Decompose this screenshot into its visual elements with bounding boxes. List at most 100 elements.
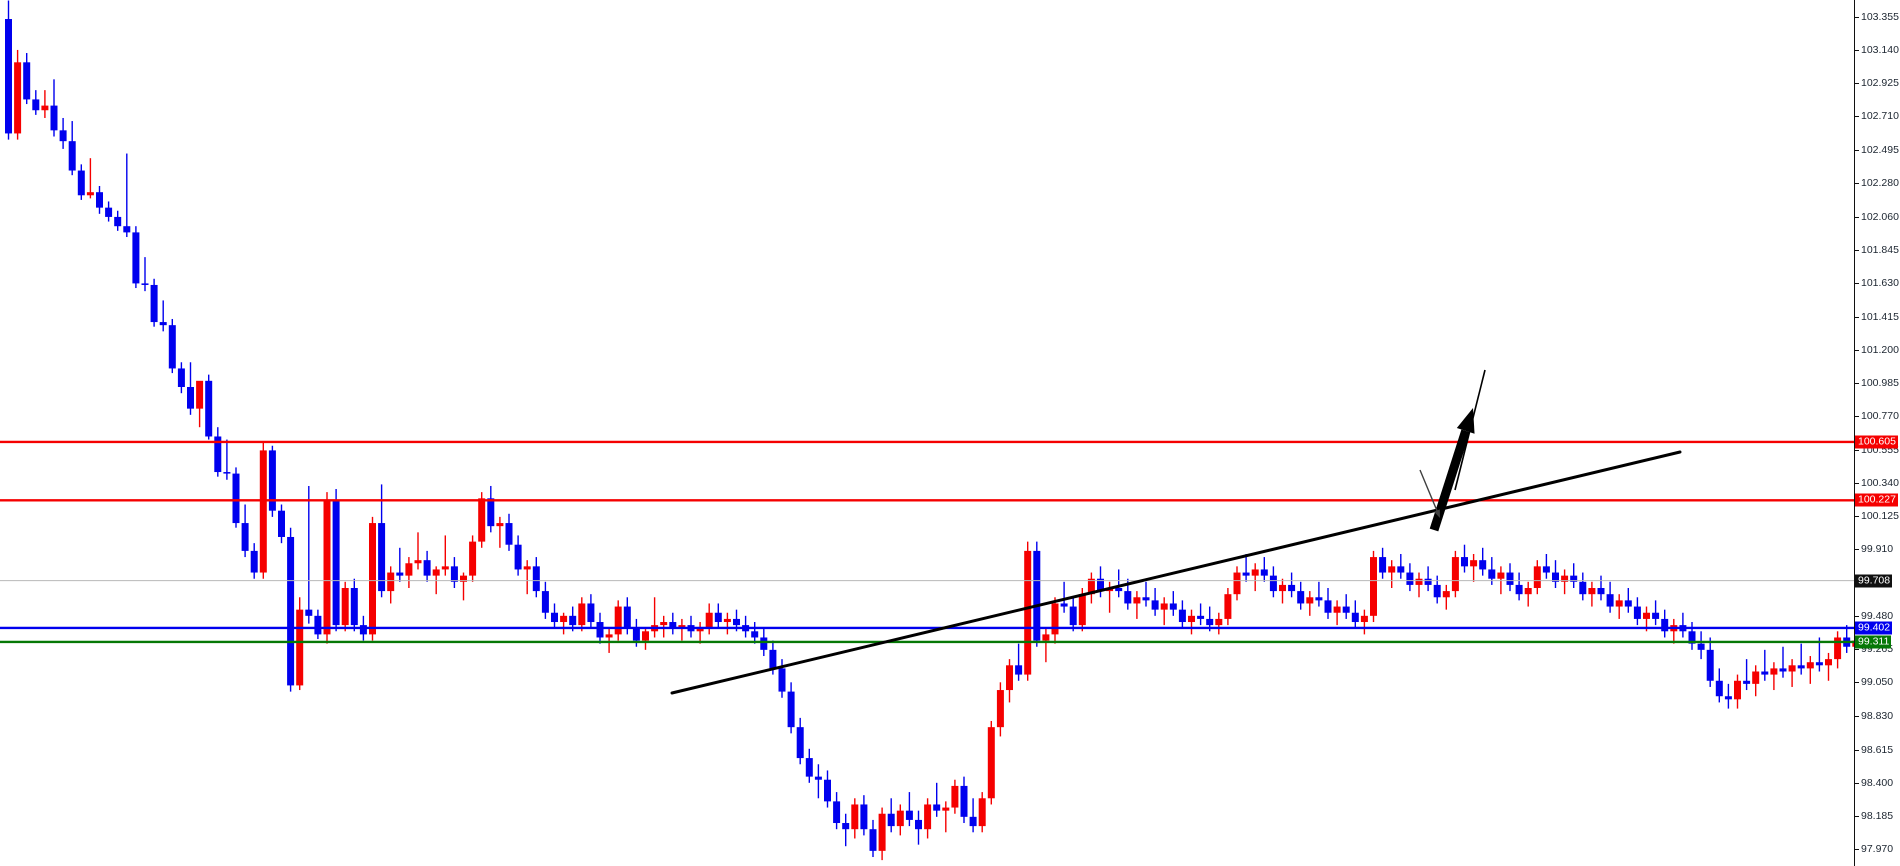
candle-body [1269,575,1277,592]
candle-body [460,575,467,582]
price-badge-bid-line[interactable]: 99.402 [1855,621,1893,635]
candle-body [1351,612,1359,623]
tick-mark [1855,816,1859,818]
candle-body [1779,668,1787,672]
candle-body [259,450,267,573]
candle-body [1734,680,1741,700]
candle-body [596,622,604,638]
axis-tick-label: 99.050 [1861,676,1894,689]
candle-body [1288,584,1296,592]
candle-body [196,380,204,409]
axis-tick-label: 102.925 [1861,77,1899,90]
axis-tick-label: 102.060 [1861,210,1899,223]
candle-body [951,785,959,808]
candle-body [1597,588,1605,595]
candle-body [96,192,103,208]
candle-body [168,325,176,369]
candle-body [1442,591,1450,598]
candle-body [1151,600,1159,610]
candle-body [1488,569,1496,579]
projection-line [1454,369,1486,491]
candle-body [1197,615,1205,619]
axis-tick-label: 100.770 [1861,410,1899,423]
candle-body [405,563,413,576]
candle-body [432,569,440,576]
candle-body [141,283,149,285]
candle-body [1160,603,1168,610]
candle-body [1188,615,1195,623]
tick-mark [1855,49,1859,51]
candle-body [987,727,995,799]
candle-body [1743,680,1751,684]
candle-body [214,436,222,473]
candle-body [396,572,404,576]
candle-body [824,779,831,802]
price-axis[interactable]: 103.355 103.140 102.925 102.710 102.495 102.2… [1854,0,1900,866]
candle-body [814,776,822,780]
candle-body [296,609,304,686]
price-badge-resistance-lower[interactable]: 100.227 [1855,493,1898,507]
axis-tick-label: 102.710 [1861,110,1899,123]
candle-body [32,99,40,111]
candle-body [833,801,841,824]
candle-body [660,622,668,626]
candle-body [751,631,759,638]
candle-body [551,612,558,623]
candle-body [787,691,795,728]
price-badge-support-line[interactable]: 99.311 [1855,635,1892,649]
price-badge-last-price[interactable]: 99.708 [1855,574,1893,588]
candle-body [1825,659,1832,666]
axis-tick-label: 97.970 [1861,843,1894,856]
candle-body [1424,578,1432,585]
candle-body [1042,634,1050,641]
axis-tick-label: 101.200 [1861,343,1899,356]
candle-body [268,450,276,511]
candle-body [1324,600,1332,613]
candle-body [1333,606,1341,613]
price-badge-resistance-upper[interactable]: 100.605 [1855,435,1898,449]
candle-body [733,618,740,626]
candle-body [969,816,977,827]
price-chart-plot-area[interactable] [0,0,1854,866]
candle-body [1370,557,1377,616]
candle-body [723,618,731,623]
candle-body [132,232,140,284]
candle-body [287,536,295,686]
candle-body [23,62,31,100]
candle-body [86,192,94,196]
candle-body [560,615,568,623]
candle-body [1415,578,1423,585]
axis-tick-label: 98.185 [1861,810,1894,823]
candle-body [1360,615,1368,623]
candle-body [1579,581,1587,595]
candle-body [1233,572,1241,595]
candle-body [1242,572,1250,576]
candle-body [105,207,113,217]
candle-body [350,588,358,626]
tick-mark [1855,383,1859,385]
candle-body [1688,631,1696,644]
candle-body [1315,597,1323,601]
candle-body [714,612,722,623]
ascending-trendline[interactable] [670,450,1682,695]
candle-body [1533,566,1541,589]
candle-body [1715,680,1723,697]
candle-body [387,572,395,592]
candle-body [369,523,376,635]
annotations[interactable] [1419,369,1486,532]
candle-body [614,606,622,635]
candle-body [177,368,185,388]
candle-body [1078,594,1086,626]
horizontal-levels[interactable] [0,440,1854,644]
candle-body [314,615,322,635]
tick-mark [1855,516,1859,518]
tick-mark [1855,416,1859,418]
candle-body [305,609,313,616]
tick-mark [1855,16,1859,18]
candle-body [642,631,649,641]
candle-body [1633,606,1641,619]
axis-tick-label: 102.280 [1861,176,1899,189]
axis-tick-label: 103.140 [1861,43,1899,56]
candle-body [150,284,158,323]
candle-body [1724,696,1732,700]
